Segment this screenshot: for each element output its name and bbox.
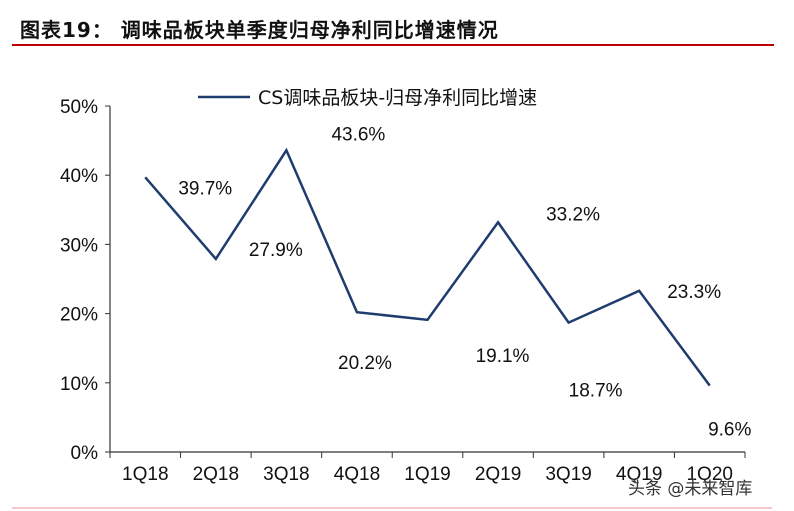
y-tick-label: 30%: [60, 235, 98, 256]
x-tick-label: 3Q18: [263, 464, 309, 485]
x-tick-label: 1Q18: [122, 464, 168, 485]
data-label: 20.2%: [338, 353, 392, 374]
data-label: 33.2%: [546, 204, 600, 225]
data-label: 43.6%: [331, 124, 385, 145]
data-label: 9.6%: [708, 420, 751, 441]
y-tick-label: 0%: [71, 443, 99, 464]
y-tick-label: 50%: [60, 97, 98, 118]
x-tick-label: 2Q19: [475, 464, 521, 485]
data-label: 19.1%: [476, 346, 530, 367]
figure-title: 图表19： 调味品板块单季度归母净利同比增速情况: [20, 18, 499, 42]
x-tick-label: 2Q18: [193, 464, 239, 485]
x-tick-label: 4Q18: [334, 464, 380, 485]
bottom-divider: [12, 507, 772, 509]
x-tick-label: 4Q19: [616, 464, 662, 485]
data-label: 18.7%: [569, 381, 623, 402]
x-tick-label: 1Q19: [404, 464, 450, 485]
y-tick-label: 20%: [60, 305, 98, 326]
watermark: 头条 @未来智库: [628, 479, 753, 499]
data-label: 27.9%: [249, 240, 303, 261]
data-label: 39.7%: [178, 178, 232, 199]
data-label: 23.3%: [667, 282, 721, 303]
x-tick-label: 3Q19: [545, 464, 591, 485]
title-divider: [12, 44, 774, 46]
y-tick-label: 10%: [60, 374, 98, 395]
legend-label: CS调味品板块-归母净利同比增速: [258, 87, 537, 109]
y-tick-label: 40%: [60, 166, 98, 187]
x-tick-label: 1Q20: [686, 464, 732, 485]
